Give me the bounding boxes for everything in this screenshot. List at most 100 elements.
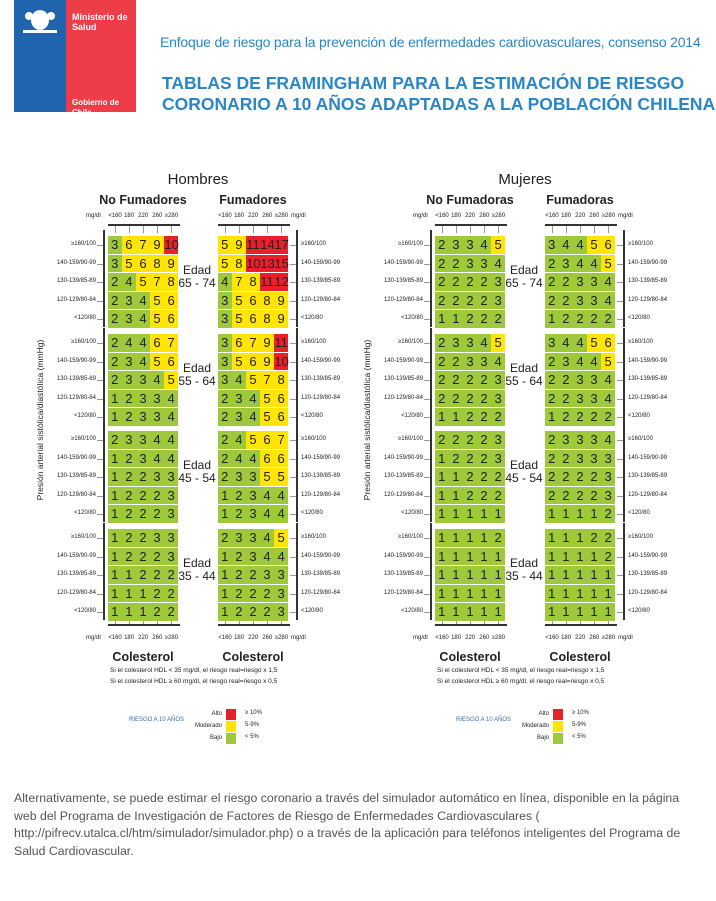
tick xyxy=(115,226,116,233)
tick xyxy=(424,361,430,363)
tick xyxy=(566,226,568,233)
cholesterol-tick-label: 180 xyxy=(451,635,462,641)
tick xyxy=(617,458,623,460)
risk-cell: 5 xyxy=(150,291,164,310)
risk-cell: 2 xyxy=(449,371,463,389)
risk-cell: 2 xyxy=(477,291,491,310)
risk-cell: 6 xyxy=(601,334,615,352)
tick xyxy=(171,226,173,233)
bp-label: <120/80 xyxy=(74,608,96,615)
tick xyxy=(580,226,582,233)
tick xyxy=(424,495,430,497)
risk-cell: 2 xyxy=(463,371,477,389)
tick xyxy=(97,575,103,577)
risk-cell: 2 xyxy=(435,273,449,291)
cholesterol-tick-label: 220 xyxy=(138,635,149,641)
risk-cell: 5 xyxy=(218,254,232,273)
tick xyxy=(290,300,296,302)
age-range: 45 - 54 xyxy=(178,471,216,485)
tick xyxy=(281,226,283,233)
cholesterol-tick-label: ≥280 xyxy=(164,635,179,641)
tick xyxy=(290,477,296,479)
risk-cell: 1 xyxy=(601,566,615,584)
risk-cell: 7 xyxy=(150,273,164,291)
risk-cell: 3 xyxy=(136,408,150,426)
tick xyxy=(97,245,103,246)
risk-cell: 2 xyxy=(435,291,449,310)
bp-label: 140-159/90-99 xyxy=(628,357,668,364)
risk-cell: 2 xyxy=(136,566,150,584)
risk-cell: 2 xyxy=(587,486,601,505)
risk-cell: 2 xyxy=(573,408,587,426)
bp-label: 130-139/85-89 xyxy=(301,571,341,578)
risk-cell: 4 xyxy=(164,408,178,426)
risk-cell: 9 xyxy=(274,310,288,328)
risk-cell: 2 xyxy=(108,431,122,449)
age-label: Edad 65 - 74 xyxy=(504,264,544,290)
age-label: Edad 35 - 44 xyxy=(504,557,544,583)
risk-cell: 2 xyxy=(573,468,587,486)
risk-cell: 3 xyxy=(573,273,587,291)
legend-label: Bajo xyxy=(536,735,549,741)
risk-cell: 8 xyxy=(260,291,274,310)
risk-cell: 3 xyxy=(274,603,288,621)
bp-label: ≥160/100 xyxy=(301,534,326,540)
bp-label: 120-129/80-84 xyxy=(628,589,668,596)
bp-label: 120-129/80-84 xyxy=(56,491,96,498)
unit-label: mg/dl xyxy=(291,213,306,219)
risk-cell: 1 xyxy=(136,584,150,603)
risk-cell: 2 xyxy=(164,566,178,584)
tick xyxy=(470,226,472,233)
risk-cell: 4 xyxy=(218,273,232,291)
tick xyxy=(290,593,296,595)
tick xyxy=(498,226,500,233)
cholesterol-axis-bottom xyxy=(545,624,617,626)
risk-cell: 3 xyxy=(260,566,274,584)
risk-cell: 6 xyxy=(246,310,260,328)
bp-label: 140-159/90-99 xyxy=(56,552,96,559)
risk-cell: 3 xyxy=(218,334,232,352)
risk-cell: 2 xyxy=(246,584,260,603)
tick xyxy=(617,575,623,577)
risk-cell: 1 xyxy=(449,310,463,328)
bp-label: <120/80 xyxy=(628,608,650,615)
bp-label: 130-139/85-89 xyxy=(383,376,423,383)
risk-cell: 2 xyxy=(232,603,246,621)
hdl-note: Si el colesterol HDL < 35 mg/dl, el ries… xyxy=(437,667,605,674)
risk-cell: 1 xyxy=(122,603,136,621)
risk-cell: 4 xyxy=(150,449,164,468)
risk-cell: 2 xyxy=(587,310,601,328)
risk-cell: 1 xyxy=(559,566,573,584)
cholesterol-tick-label: 260 xyxy=(152,213,163,219)
risk-cell: 2 xyxy=(260,603,274,621)
bp-label: <120/80 xyxy=(401,315,423,322)
risk-cell: 2 xyxy=(136,547,150,566)
tick xyxy=(424,343,430,344)
risk-cell: 7 xyxy=(164,334,178,352)
risk-cell: 1 xyxy=(449,547,463,566)
risk-cell: 5 xyxy=(150,352,164,371)
risk-cell: 2 xyxy=(246,603,260,621)
bp-label: 140-159/90-99 xyxy=(628,259,668,266)
tick xyxy=(617,556,623,558)
risk-cell: 1 xyxy=(545,505,559,523)
risk-cell: 2 xyxy=(545,449,559,468)
tick xyxy=(617,440,623,441)
legend-range: ≥ 10% xyxy=(245,710,262,716)
risk-cell: 2 xyxy=(136,529,150,547)
risk-cell: 2 xyxy=(232,486,246,505)
tick xyxy=(552,226,553,233)
risk-cell: 1 xyxy=(108,603,122,621)
risk-cell: 2 xyxy=(559,371,573,389)
risk-cell: 14 xyxy=(260,236,275,254)
tick xyxy=(97,458,103,460)
legend-title: RIESGO A 10 AÑOS xyxy=(129,717,185,723)
risk-cell: 2 xyxy=(218,389,232,408)
cholesterol-tick-label: ≥280 xyxy=(491,635,506,641)
risk-cell: 9 xyxy=(232,236,246,254)
bp-label: ≥160/100 xyxy=(71,534,96,540)
tick xyxy=(290,319,296,321)
tick xyxy=(617,495,623,497)
tick xyxy=(97,319,103,321)
risk-cell: 6 xyxy=(274,389,288,408)
